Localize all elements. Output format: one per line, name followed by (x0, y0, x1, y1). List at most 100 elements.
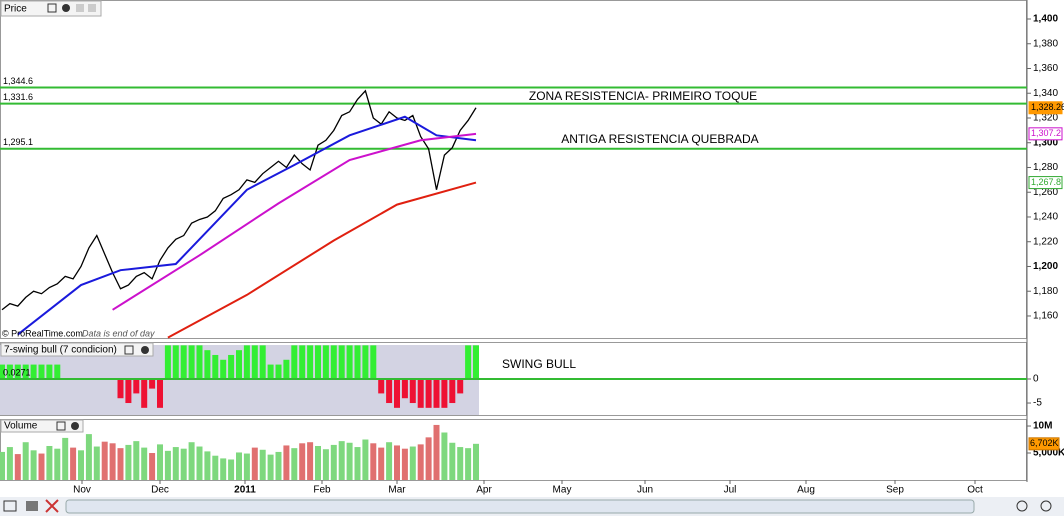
bar (133, 379, 140, 394)
bar (22, 442, 29, 480)
y-tick-label: 0 (1033, 374, 1039, 385)
bar (14, 454, 21, 480)
y-tick-label: 1,200 (1033, 261, 1058, 272)
bar (275, 451, 282, 480)
bar (62, 437, 69, 480)
y-tick-label: 1,240 (1033, 212, 1058, 223)
header-icons[interactable] (47, 3, 96, 13)
zoom-in-icon[interactable] (1040, 500, 1052, 512)
bar (346, 442, 353, 480)
bar (307, 345, 314, 379)
x-tick-label: Mar (388, 485, 406, 496)
volume-header (0, 419, 84, 433)
y-tick-label: 1,380 (1033, 38, 1058, 49)
y-tick-label: 1,400 (1033, 14, 1058, 25)
bar (220, 458, 227, 480)
level-label: 1,331.6 (3, 92, 33, 102)
bar (409, 446, 416, 480)
bar (362, 439, 369, 480)
y-tick-label: 10M (1033, 421, 1052, 432)
x-tick-label: Feb (313, 485, 331, 496)
bar (133, 441, 140, 480)
bar (101, 441, 108, 480)
bar (259, 449, 266, 480)
last-value-label: 1,328.26 (1031, 102, 1064, 112)
plot-layer: 1,160 1,180 1,200 1,220 1,240 1,260 1,280 1,300… (0, 14, 1064, 496)
bar (164, 345, 171, 379)
bar (386, 442, 393, 480)
bar (125, 379, 132, 404)
bar (354, 345, 361, 379)
panel-title: 7-swing bull (7 condicion) (4, 345, 117, 356)
bar (188, 442, 195, 480)
bar (283, 359, 290, 379)
bar (267, 454, 274, 480)
last-value-label: 1,307.2 (1031, 128, 1061, 138)
y-tick-label: 1,340 (1033, 88, 1058, 99)
y-tick-label: 1,160 (1033, 311, 1058, 322)
bar (457, 447, 464, 480)
bar (6, 447, 13, 480)
last-value-box (1028, 437, 1060, 451)
bar (394, 445, 400, 480)
bar (172, 447, 179, 480)
bar (228, 459, 235, 480)
bar (196, 345, 203, 379)
scrollbar[interactable] (65, 499, 975, 514)
bar (465, 448, 472, 480)
series-line (17, 115, 477, 336)
bar (46, 445, 53, 480)
watermark: © ProRealTime.com (2, 328, 83, 338)
bar (275, 364, 282, 379)
bar (346, 345, 353, 379)
bar (378, 447, 385, 480)
bar (117, 379, 124, 399)
bar (330, 345, 337, 379)
level-label: 1,295.1 (3, 137, 33, 147)
bar (14, 364, 21, 379)
bar (457, 379, 464, 394)
bar (0, 451, 5, 480)
header-icons[interactable] (56, 421, 79, 431)
bar (354, 447, 361, 480)
bar (164, 450, 171, 480)
bar (243, 453, 250, 480)
bar (315, 345, 321, 379)
bar (394, 379, 400, 408)
bar (54, 448, 61, 480)
bar (30, 364, 37, 379)
bar (449, 442, 456, 480)
print-icon[interactable] (26, 501, 38, 511)
bar (378, 379, 385, 394)
bar (322, 449, 329, 480)
bar (307, 442, 314, 480)
header-icons[interactable] (124, 345, 149, 355)
last-value-label: 6,702K (1030, 438, 1059, 448)
bar (125, 444, 132, 480)
bar (236, 350, 242, 379)
bar (441, 379, 448, 408)
mail-icon[interactable] (3, 500, 17, 512)
bar (212, 455, 219, 480)
bar (6, 364, 13, 379)
bar (180, 345, 187, 379)
bar (141, 447, 148, 480)
bar (417, 379, 424, 408)
bar (117, 448, 124, 480)
bar (188, 345, 195, 379)
zoom-out-icon[interactable] (1016, 500, 1028, 512)
bar (386, 379, 393, 404)
close-icon[interactable] (45, 499, 59, 513)
y-tick-label: 1,300 (1033, 137, 1058, 148)
bar (38, 453, 45, 480)
y-tick-label: -5 (1033, 398, 1042, 409)
bar (409, 379, 416, 404)
bar (93, 446, 100, 480)
bar (291, 448, 298, 480)
bar (401, 448, 408, 480)
x-tick-label: Nov (73, 485, 91, 496)
bar (338, 345, 345, 379)
bar (30, 450, 37, 480)
